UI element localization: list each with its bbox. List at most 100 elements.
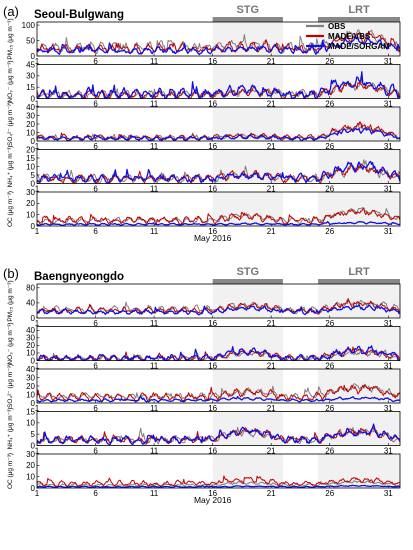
x-tick-label: 26 xyxy=(325,319,334,328)
period-shade xyxy=(318,22,400,56)
x-tick-label: 1 xyxy=(35,227,40,236)
x-tick-label: 16 xyxy=(208,447,217,456)
x-tick-label: 21 xyxy=(267,185,276,194)
y-tick-label: 0 xyxy=(31,94,36,103)
plot-frame xyxy=(36,326,401,361)
x-tick-label: 16 xyxy=(208,362,217,371)
x-tick-label: 11 xyxy=(150,404,159,413)
y-tick-label: 0 xyxy=(31,222,36,231)
x-tick-label: 26 xyxy=(325,489,334,498)
panel-label: (a) xyxy=(3,4,19,19)
y-tick-label: 100 xyxy=(22,21,36,30)
period-shade xyxy=(318,369,400,403)
period-label-stg: STG xyxy=(236,266,259,278)
period-bar-stg xyxy=(212,17,283,22)
x-tick-label: 16 xyxy=(208,227,217,236)
x-tick-label: 31 xyxy=(384,489,393,498)
y-axis-label: SO₄²⁻ (μg m⁻³) xyxy=(7,102,14,146)
y-axis-label: OC (μg m⁻³) xyxy=(7,191,14,227)
series-line-made-sorgam xyxy=(36,423,401,446)
period-shade xyxy=(318,454,400,488)
y-tick-label: 30 xyxy=(26,450,35,459)
x-tick-label: 1 xyxy=(35,404,40,413)
x-tick-label: 11 xyxy=(150,362,159,371)
y-tick-label: 20 xyxy=(26,145,35,154)
y-tick-label: 0 xyxy=(31,52,36,61)
x-tick-label: 31 xyxy=(384,100,393,109)
x-tick-label: 11 xyxy=(150,227,159,236)
x-tick-label: 31 xyxy=(384,447,393,456)
x-tick-label: 21 xyxy=(267,57,276,66)
series-line-made-sorgam xyxy=(36,160,401,184)
x-tick-label: 6 xyxy=(93,227,98,236)
x-tick-label: 31 xyxy=(384,404,393,413)
x-tick-label: 26 xyxy=(325,57,334,66)
y-tick-label: 0 xyxy=(31,399,36,408)
x-tick-label: 1 xyxy=(35,362,40,371)
x-tick-label: 1 xyxy=(35,489,40,498)
y-tick-label: 30 xyxy=(26,334,35,343)
period-shade xyxy=(212,192,283,226)
x-tick-label: 11 xyxy=(150,319,159,328)
plot-frame xyxy=(36,21,401,57)
y-tick-label: 0 xyxy=(31,441,36,450)
x-tick-label: 26 xyxy=(325,185,334,194)
y-tick-label: 15 xyxy=(26,83,35,92)
x-tick-label: 16 xyxy=(208,319,217,328)
x-tick-label: 26 xyxy=(325,404,334,413)
series-line-made-sorgam xyxy=(36,220,401,226)
x-tick-label: 31 xyxy=(384,319,393,328)
x-tick-label: 21 xyxy=(267,142,276,151)
site-name: Baengnyeongdo xyxy=(34,271,124,283)
x-tick-label: 16 xyxy=(208,100,217,109)
y-tick-label: 20 xyxy=(26,382,35,391)
x-tick-label: 26 xyxy=(325,447,334,456)
period-bar-stg xyxy=(212,279,283,284)
y-axis-label: NH₄⁺ (μg m⁻³) xyxy=(7,146,14,188)
plot-frame xyxy=(36,283,401,319)
y-tick-label: 20 xyxy=(26,461,35,470)
x-tick-label: 31 xyxy=(384,57,393,66)
period-shade xyxy=(318,411,400,446)
series-line-made-vbs xyxy=(36,475,401,488)
x-tick-label: 21 xyxy=(267,100,276,109)
y-tick-label: 10 xyxy=(26,210,35,219)
y-tick-label: 10 xyxy=(26,419,35,428)
y-tick-label: 0 xyxy=(31,314,36,323)
y-tick-label: 20 xyxy=(26,199,35,208)
x-tick-label: 26 xyxy=(325,227,334,236)
x-tick-label: 11 xyxy=(150,57,159,66)
y-tick-label: 50 xyxy=(26,36,35,45)
y-tick-label: 0 xyxy=(31,179,36,188)
series-line-made-sorgam xyxy=(36,127,401,142)
series-line-made-sorgam xyxy=(36,71,401,99)
x-tick-label: 16 xyxy=(208,57,217,66)
y-tick-label: 10 xyxy=(26,472,35,481)
y-axis-label: SO₄²⁻ (μg m⁻³) xyxy=(7,364,14,408)
series-line-made-sorgam xyxy=(36,395,400,403)
legend-label: OBS xyxy=(328,22,346,31)
y-tick-label: 5 xyxy=(31,430,36,439)
series-line-made-sorgam xyxy=(36,484,401,489)
x-axis-label: May 2016 xyxy=(194,233,232,243)
y-tick-label: 40 xyxy=(26,326,35,335)
x-tick-label: 16 xyxy=(208,489,217,498)
y-tick-label: 20 xyxy=(26,341,35,350)
plot-frame xyxy=(36,191,401,227)
period-label-lrt: LRT xyxy=(348,4,370,16)
period-shade xyxy=(212,411,283,446)
x-tick-label: 11 xyxy=(150,489,159,498)
y-tick-label: 10 xyxy=(26,162,35,171)
y-axis-label: NO₃⁻ (μg m⁻³) xyxy=(7,60,14,102)
series-line-made-vbs xyxy=(36,208,401,226)
x-tick-label: 31 xyxy=(384,142,393,151)
x-tick-label: 6 xyxy=(93,100,98,109)
x-tick-label: 1 xyxy=(35,142,40,151)
series-line-made-sorgam xyxy=(36,35,401,56)
plot-frame xyxy=(36,64,401,99)
